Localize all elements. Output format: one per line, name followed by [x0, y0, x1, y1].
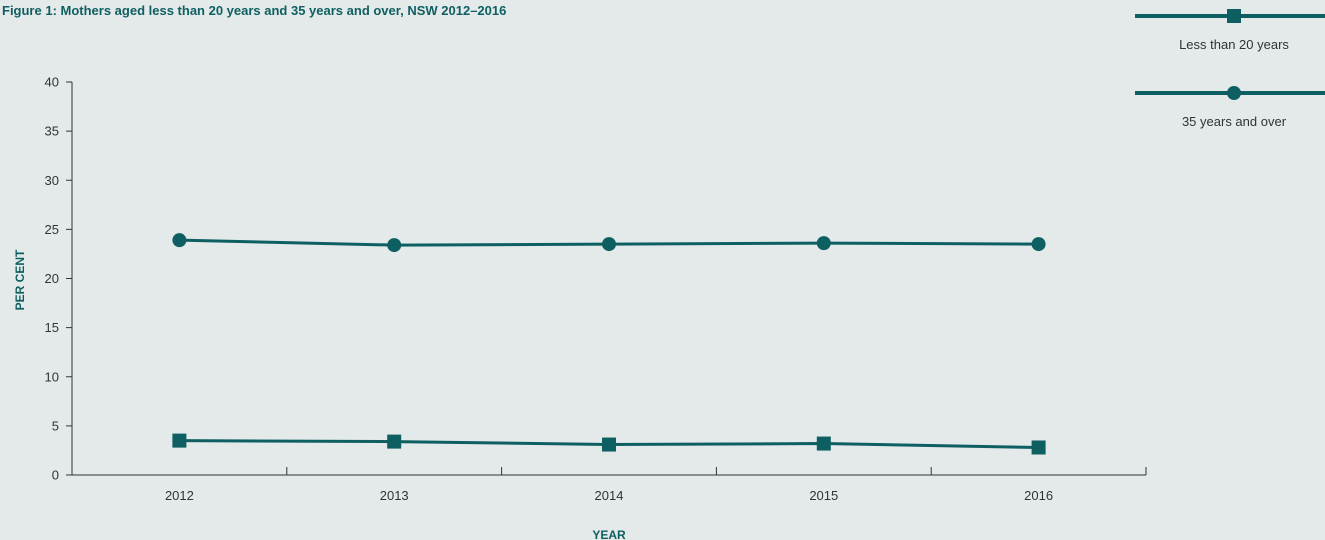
x-tick-label: 2012 [165, 488, 194, 503]
y-axis-title: PER CENT [13, 249, 27, 310]
legend-item: 35 years and over [1135, 86, 1325, 129]
axes [71, 82, 1146, 476]
series-less-than-20 [172, 433, 1046, 455]
legend-label: 35 years and over [1182, 114, 1287, 129]
x-axis-title: YEAR [592, 528, 626, 540]
y-tick-label: 40 [45, 75, 59, 90]
y-tick-label: 35 [45, 124, 59, 139]
series-35-and-over [172, 233, 1046, 253]
legend-item: Less than 20 years [1135, 9, 1325, 52]
data-point [816, 436, 831, 451]
series-layer [172, 233, 1046, 455]
y-tick-label: 25 [45, 222, 59, 237]
x-tick-label: 2015 [809, 488, 838, 503]
legend-circle-marker [1227, 86, 1241, 100]
y-tick-label: 15 [45, 320, 59, 335]
data-point [172, 233, 187, 248]
x-tick-label: 2013 [380, 488, 409, 503]
y-tick-label: 10 [45, 369, 59, 384]
legend: Less than 20 years 35 years and over [1135, 9, 1325, 129]
x-tick-label: 2016 [1024, 488, 1053, 503]
data-point [1031, 237, 1046, 252]
chart-title: Figure 1: Mothers aged less than 20 year… [2, 3, 506, 18]
legend-square-marker [1227, 9, 1241, 23]
data-point [602, 437, 616, 452]
data-point [816, 236, 831, 251]
y-tick-label: 0 [52, 468, 59, 483]
data-point [387, 434, 402, 449]
x-axis-ticks: 2012 2013 2014 2015 2016 [165, 467, 1147, 503]
x-tick-label: 2014 [595, 488, 624, 503]
legend-label: Less than 20 years [1179, 37, 1289, 52]
y-tick-label: 30 [45, 173, 59, 188]
data-point [172, 433, 187, 448]
data-point [387, 238, 402, 253]
data-point [602, 237, 616, 252]
y-tick-label: 5 [52, 418, 59, 433]
y-tick-label: 20 [45, 271, 59, 286]
y-axis-ticks: 0 5 10 15 20 25 30 35 40 [45, 75, 72, 483]
data-point [1031, 440, 1046, 455]
